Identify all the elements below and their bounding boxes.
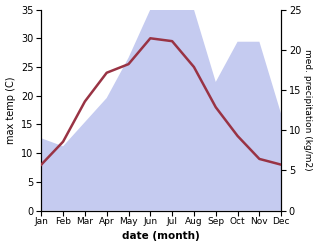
Y-axis label: med. precipitation (kg/m2): med. precipitation (kg/m2) <box>303 49 313 171</box>
X-axis label: date (month): date (month) <box>122 231 200 242</box>
Y-axis label: max temp (C): max temp (C) <box>5 76 16 144</box>
